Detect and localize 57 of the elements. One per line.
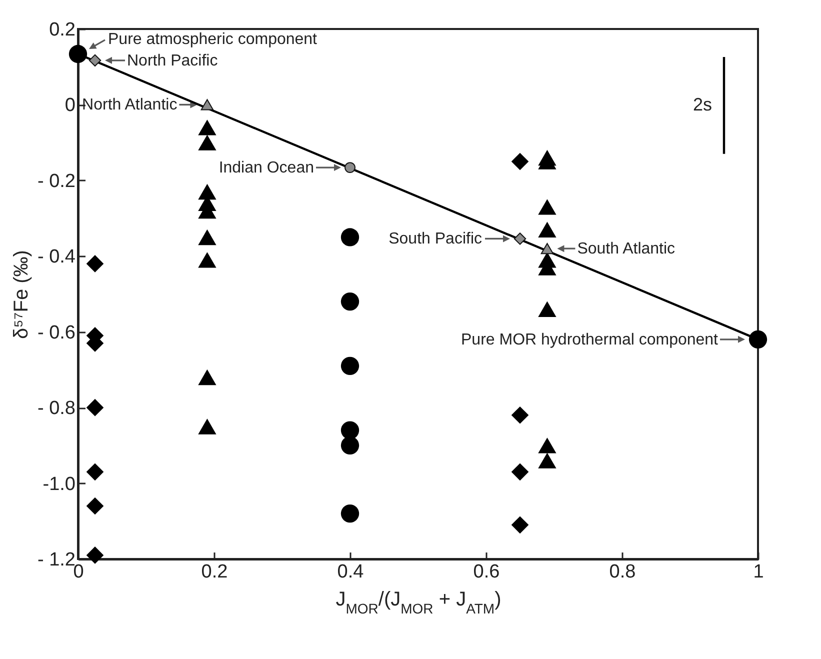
point [340,504,360,523]
point [511,463,529,481]
y-tick-label: - 0.6 [37,322,76,344]
x-tick-label: 0.2 [201,562,228,582]
y-tick-label: - 0.8 [37,398,76,420]
point [68,44,88,64]
point [538,452,556,468]
point [511,406,529,424]
point [538,222,556,238]
point [198,252,216,268]
y-tick-label: 0.2 [49,20,76,40]
point [340,436,360,454]
point [198,134,216,150]
point [198,229,216,246]
point [538,199,556,215]
point [538,301,556,318]
point [200,99,214,110]
point [88,54,102,67]
y-axis-title: δ⁵⁷Fe (‰) [10,250,32,339]
point [86,497,104,515]
point [340,421,360,440]
annotation: North Pacific [127,52,218,70]
annotation: South Atlantic [577,240,676,258]
series-label: 2s [692,94,712,114]
y-tick-label: - 0.4 [37,246,76,268]
point [344,162,356,174]
x-tick-label: 1 [753,562,764,582]
y-tick-label: 0 [64,95,76,116]
point [540,242,554,254]
point [511,152,529,170]
point [198,184,216,200]
y-tick-label: - 1.2 [37,550,76,570]
annotation: Pure atmospheric component [108,30,318,48]
point [86,255,104,272]
point [86,463,104,481]
annotation: Indian Ocean [218,160,314,177]
point [514,232,526,245]
point [748,330,768,348]
point [198,418,216,434]
point [340,228,360,246]
point [340,292,360,311]
point [538,438,556,454]
point [198,369,216,386]
point [86,398,104,416]
point [340,356,360,375]
y-tick-label: - 0.2 [37,170,76,192]
point [198,120,216,136]
x-tick-label: 0.4 [337,562,364,582]
point [86,546,104,564]
annotation: North Atlantic [82,96,178,114]
y-tick-label: -1.0 [42,474,76,495]
annotation: Pure MOR hydrothermal component [461,331,719,348]
annotation: South Pacific [388,230,482,248]
x-tick-label: 0.8 [609,562,636,582]
x-tick-label: 0.6 [473,562,500,582]
x-axis-title: J$_{MOR}$/(J$_{MOR}$ + J$_{ATM}$) [336,588,502,616]
point [511,516,529,534]
